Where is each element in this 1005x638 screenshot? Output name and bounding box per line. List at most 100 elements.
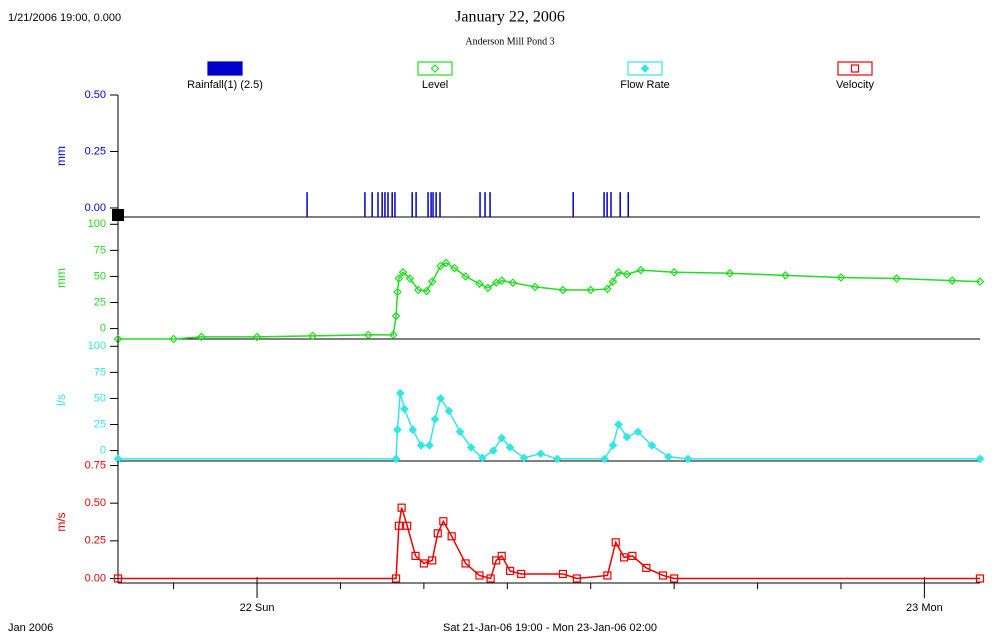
chart-subtitle: Anderson Mill Pond 3 — [465, 36, 554, 47]
rain-bar — [479, 192, 481, 217]
y-tick-label: 0.75 — [85, 459, 106, 471]
data-point — [444, 406, 454, 416]
x-tick-label: 22 Sun — [240, 602, 275, 614]
data-point — [611, 538, 620, 547]
data-point — [391, 454, 401, 464]
legend-label: Rainfall(1) (2.5) — [187, 79, 263, 91]
data-point — [363, 330, 373, 340]
data-point — [497, 276, 507, 285]
data-point — [430, 414, 440, 424]
data-point — [486, 574, 495, 583]
data-point — [975, 277, 985, 286]
data-point — [394, 521, 403, 530]
data-point — [439, 517, 448, 526]
legend-label: Flow Rate — [620, 79, 670, 91]
data-point — [483, 283, 493, 293]
legend-label: Velocity — [836, 79, 874, 91]
rain-bar — [432, 192, 434, 217]
data-point — [892, 274, 901, 283]
data-point — [489, 446, 498, 455]
data-point — [608, 277, 618, 286]
y-tick-label: 100 — [88, 340, 106, 352]
rain-bar — [391, 192, 393, 217]
rain-bar — [364, 192, 366, 217]
data-point — [636, 265, 646, 275]
data-point — [397, 503, 406, 512]
data-point — [405, 274, 415, 283]
data-point — [113, 574, 123, 583]
rain-bar — [489, 192, 491, 217]
data-point — [393, 425, 402, 435]
data-point — [433, 529, 442, 538]
y-tick-label: 0.00 — [85, 202, 106, 214]
legend-swatch — [417, 61, 453, 76]
data-point — [558, 569, 568, 579]
data-point — [572, 574, 581, 583]
data-point — [552, 454, 562, 464]
data-point — [633, 427, 643, 437]
data-point — [428, 556, 437, 565]
cursor-readout: 1/21/2006 19:00, 0.000 — [8, 12, 121, 24]
footer-left: Jan 2006 — [8, 622, 53, 634]
y-tick-label: 0.00 — [85, 572, 106, 584]
data-point — [505, 566, 515, 576]
data-point — [519, 453, 529, 463]
rain-bar — [619, 192, 621, 217]
rain-bar — [306, 192, 308, 217]
y-axis-label: l/s — [54, 394, 68, 406]
rain-bar — [411, 192, 413, 217]
data-point — [308, 331, 317, 341]
data-point — [536, 449, 546, 459]
y-tick-label: 25 — [94, 296, 106, 308]
data-point — [416, 441, 426, 450]
data-point — [461, 272, 470, 281]
data-point — [497, 551, 506, 560]
y-tick-label: 0.50 — [85, 89, 106, 101]
data-point — [836, 273, 846, 282]
series-line — [118, 393, 980, 460]
data-point — [413, 285, 423, 295]
rain-bar — [627, 192, 629, 217]
y-axis-label: m/s — [54, 512, 68, 531]
legend-swatch — [837, 61, 873, 76]
rain-bar — [610, 192, 612, 217]
footer-range: Sat 21-Jan-06 19:00 - Mon 23-Jan-06 02:0… — [443, 622, 657, 634]
y-tick-label: 50 — [94, 270, 106, 282]
data-point — [411, 551, 420, 560]
data-point — [497, 433, 507, 443]
data-point — [608, 441, 618, 450]
rain-bar — [387, 192, 389, 217]
y-tick-label: 0.25 — [85, 145, 106, 157]
data-point — [447, 532, 456, 541]
y-tick-label: 0.50 — [85, 497, 106, 509]
data-point — [398, 267, 408, 277]
rain-bar — [439, 192, 441, 217]
y-axis-label: mm — [54, 268, 68, 288]
rain-bar — [484, 192, 486, 217]
rain-bar — [384, 192, 386, 217]
rain-bar — [603, 192, 605, 217]
data-point — [975, 574, 985, 583]
data-point — [436, 394, 445, 403]
data-point — [600, 454, 609, 464]
data-point — [475, 571, 484, 580]
series-line — [118, 262, 981, 340]
data-point — [466, 443, 476, 452]
data-point — [455, 427, 465, 437]
data-point — [603, 571, 612, 580]
data-point — [664, 452, 673, 462]
legend-label: Level — [422, 79, 448, 91]
legend-marker — [640, 64, 650, 73]
data-point — [628, 551, 637, 560]
rain-bar — [572, 192, 574, 217]
data-point — [530, 282, 540, 292]
data-point — [517, 569, 526, 579]
rain-bar — [394, 192, 396, 217]
rain-bar — [371, 192, 373, 217]
rain-bar — [435, 192, 437, 217]
rain-bar — [415, 192, 417, 217]
y-tick-label: 75 — [94, 366, 106, 378]
data-point — [436, 261, 445, 271]
data-point — [393, 287, 402, 297]
